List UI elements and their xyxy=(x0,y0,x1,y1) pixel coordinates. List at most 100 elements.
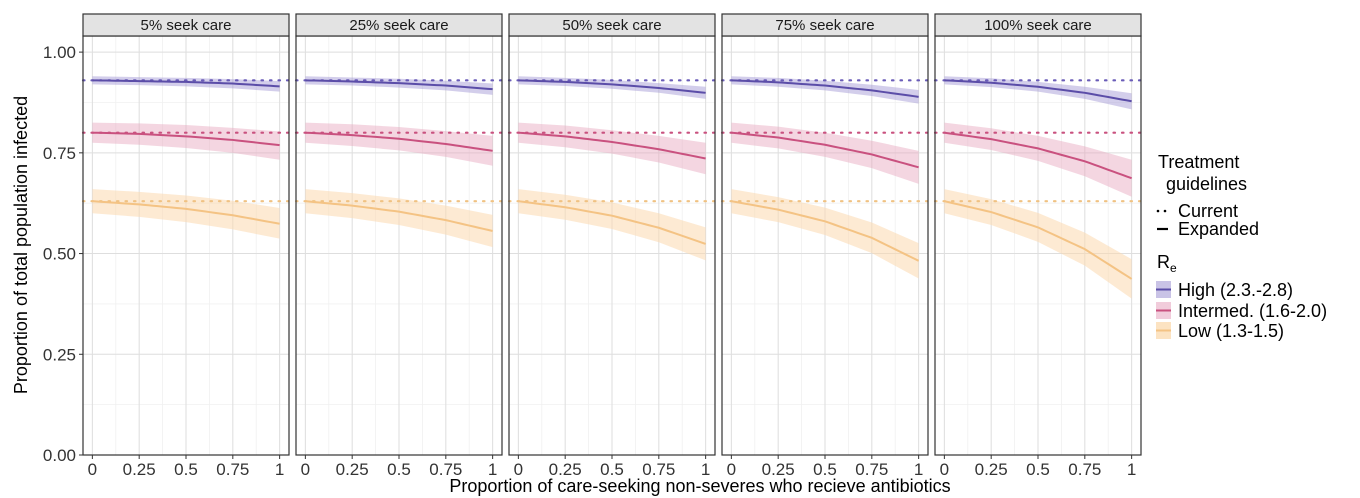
expanded-guideline-line xyxy=(944,131,1132,180)
panel-title: 50% seek care xyxy=(562,17,661,34)
expanded-guideline-line xyxy=(944,200,1133,280)
x-tick-label: 0.5 xyxy=(813,460,837,479)
y-tick-label: 0.00 xyxy=(43,446,76,465)
series-high xyxy=(720,76,930,104)
confidence-band xyxy=(944,189,1132,299)
confidence-band xyxy=(305,122,493,166)
series-intermed xyxy=(507,122,717,175)
x-tick-label: 0.5 xyxy=(1026,460,1050,479)
expanded-guideline-line xyxy=(92,79,280,88)
y-tick-label: 0.50 xyxy=(43,245,76,264)
expanded-guideline-line xyxy=(518,79,706,94)
expanded-guideline-line xyxy=(731,131,919,169)
panel-strip xyxy=(934,13,1142,37)
panel-strip xyxy=(508,13,716,37)
y-axis-title: Proportion of total population infected xyxy=(11,96,31,394)
expanded-guideline-line xyxy=(92,200,280,225)
x-tick-label: 0.25 xyxy=(336,460,369,479)
confidence-band xyxy=(92,189,280,239)
panel-strip xyxy=(295,13,503,37)
x-tick-label: 0.25 xyxy=(762,460,795,479)
legend-label-intermed: Intermed. (1.6-2.0) xyxy=(1178,301,1327,321)
x-tick-label: 1 xyxy=(914,460,923,479)
panels-layer: 5% seek care 0 0.25 0.5 0.75 1 25% seek care 0 0… xyxy=(81,13,1143,479)
legend-guidelines-title-line1: Treatment xyxy=(1158,152,1239,172)
y-axis: 0.00 0.25 0.50 0.75 1.00 xyxy=(43,43,83,465)
panel-3: 50% seek care 0 0.25 0.5 0.75 1 xyxy=(507,13,717,479)
legend: Treatment guidelines Current Expanded Re… xyxy=(1156,152,1327,341)
x-tick-label: 0.5 xyxy=(174,460,198,479)
y-tick-label: 1.00 xyxy=(43,43,76,62)
series-intermed xyxy=(81,122,291,160)
x-tick-label: 0 xyxy=(727,460,736,479)
x-tick-label: 0.75 xyxy=(855,460,888,479)
x-tick-label: 0 xyxy=(301,460,310,479)
expanded-guideline-line xyxy=(518,200,706,245)
x-tick-label: 0 xyxy=(88,460,97,479)
series-intermed xyxy=(294,122,504,166)
x-tick-label: 1 xyxy=(488,460,497,479)
legend-key-current xyxy=(1156,209,1167,213)
panel-5: 100% seek care 0 0.25 0.5 0.75 1 xyxy=(933,13,1143,479)
x-tick-label: 0 xyxy=(514,460,523,479)
confidence-band xyxy=(305,189,493,248)
x-tick-label: 0.5 xyxy=(600,460,624,479)
panel-title: 25% seek care xyxy=(349,17,448,34)
y-tick-label: 0.75 xyxy=(43,144,76,163)
expanded-guideline-line xyxy=(731,200,920,262)
confidence-band xyxy=(731,189,919,279)
series-high xyxy=(81,76,291,92)
series-high xyxy=(933,76,1143,110)
x-tick-label: 0 xyxy=(940,460,949,479)
legend-label-current: Current xyxy=(1178,201,1238,221)
legend-re-title-main: R xyxy=(1157,252,1170,272)
legend-guidelines-title-line2: guidelines xyxy=(1166,174,1247,194)
series-high xyxy=(294,76,504,95)
panel-strip xyxy=(82,13,290,37)
confidence-band xyxy=(92,122,280,160)
expanded-guideline-line xyxy=(305,79,493,91)
expanded-guideline-line xyxy=(305,131,493,152)
legend-re-title-sub: e xyxy=(1170,261,1177,275)
x-tick-label: 0.25 xyxy=(123,460,156,479)
series-low xyxy=(507,189,717,261)
expanded-guideline-line xyxy=(731,79,919,98)
x-tick-label: 1 xyxy=(275,460,284,479)
legend-label-high: High (2.3.-2.8) xyxy=(1178,280,1293,300)
expanded-guideline-line xyxy=(518,131,706,160)
x-tick-label: 1 xyxy=(701,460,710,479)
x-tick-label: 0.25 xyxy=(549,460,582,479)
x-tick-label: 0.75 xyxy=(216,460,249,479)
panel-title: 75% seek care xyxy=(775,17,874,34)
series-low xyxy=(933,189,1143,299)
expanded-guideline-line xyxy=(305,200,493,232)
confidence-band xyxy=(944,122,1132,197)
panel-4: 75% seek care 0 0.25 0.5 0.75 1 xyxy=(720,13,930,479)
x-tick-label: 0.75 xyxy=(642,460,675,479)
x-tick-label: 0.75 xyxy=(1068,460,1101,479)
series-high xyxy=(507,76,717,99)
legend-label-expanded: Expanded xyxy=(1178,219,1259,239)
x-axis-title: Proportion of care-seeking non-severes w… xyxy=(449,476,950,496)
expanded-guideline-line xyxy=(92,131,280,147)
legend-label-low: Low (1.3-1.5) xyxy=(1178,321,1284,341)
panel-1: 5% seek care 0 0.25 0.5 0.75 1 xyxy=(81,13,291,479)
series-intermed xyxy=(720,122,930,184)
x-tick-label: 0.5 xyxy=(387,460,411,479)
panel-title: 100% seek care xyxy=(984,17,1092,34)
series-low xyxy=(294,189,504,248)
x-tick-label: 0.75 xyxy=(429,460,462,479)
y-tick-label: 0.25 xyxy=(43,345,76,364)
series-low xyxy=(81,189,291,239)
panel-2: 25% seek care 0 0.25 0.5 0.75 1 xyxy=(294,13,504,479)
x-tick-label: 0.25 xyxy=(975,460,1008,479)
series-intermed xyxy=(933,122,1143,197)
x-tick-label: 1 xyxy=(1127,460,1136,479)
panel-strip xyxy=(721,13,929,37)
expanded-guideline-line xyxy=(944,79,1132,103)
confidence-band xyxy=(92,76,280,92)
panel-title: 5% seek care xyxy=(141,17,232,34)
legend-re-title: Re xyxy=(1157,252,1177,275)
confidence-band xyxy=(944,76,1132,110)
